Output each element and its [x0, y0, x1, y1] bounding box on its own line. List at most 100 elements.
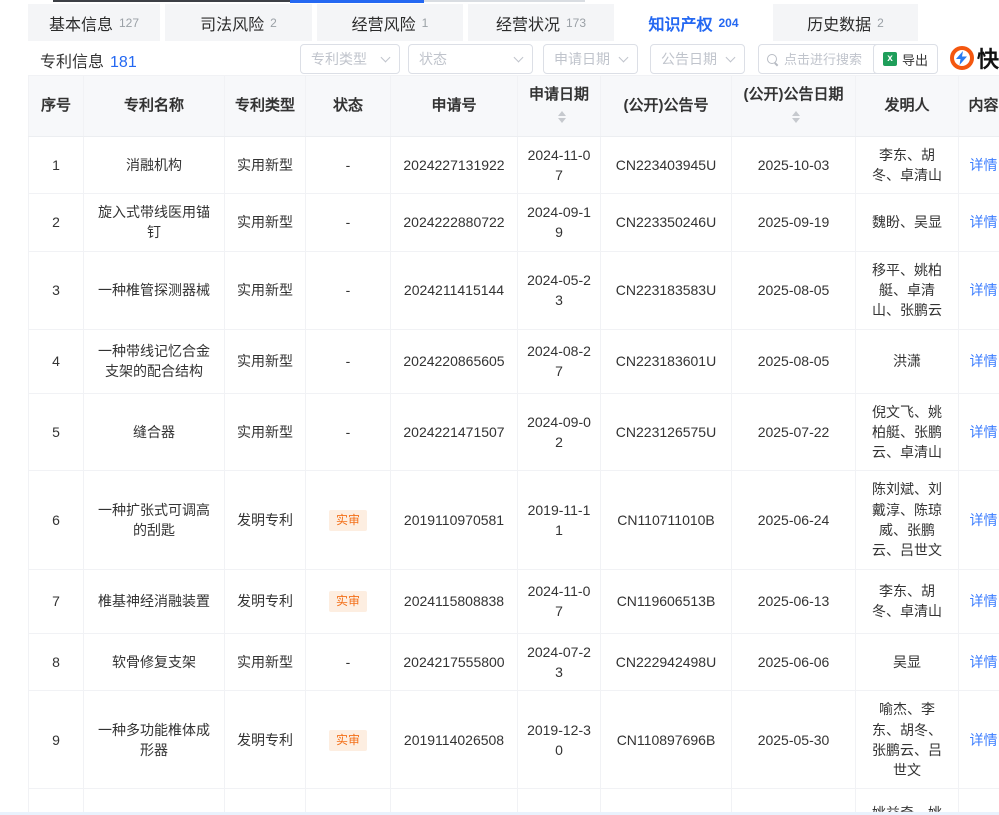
tab-operation-risk[interactable]: 经营风险 1	[317, 4, 463, 41]
cell-patent-type: 实用新型	[224, 392, 306, 472]
cell-application-number: 2019114026508	[390, 690, 518, 790]
filter-label: 申请日期	[554, 51, 610, 67]
detail-link[interactable]: 详情	[969, 731, 998, 748]
header-patent-name: 专利名称	[83, 75, 225, 137]
cell-status: -	[305, 193, 391, 252]
cell-status: -	[305, 392, 391, 472]
cell-publication-number: CN110711010B	[600, 470, 732, 570]
cell-patent-name: 椎基神经消融装置	[83, 568, 225, 634]
lightning-bolt-icon	[956, 51, 967, 65]
tab-basic-info[interactable]: 基本信息 127	[28, 4, 160, 41]
table-row: 8 软骨修复支架 实用新型 - 2024217555800 2024-07-23…	[28, 632, 999, 692]
export-button[interactable]: x 导出	[873, 44, 938, 74]
detail-link[interactable]: 详情	[969, 156, 998, 173]
cell-patent-type: 发明专利	[224, 470, 306, 570]
cell-action: 详情	[958, 328, 999, 394]
cell-status: -	[305, 328, 391, 394]
cell-status: -	[305, 135, 391, 195]
cell-application-number: 2019110970581	[390, 470, 518, 570]
cell-publication-date: 2025-07-22	[731, 392, 856, 472]
cell-action: 详情	[958, 568, 999, 634]
chevron-down-icon	[618, 52, 629, 63]
detail-link[interactable]: 详情	[969, 593, 998, 609]
cell-action: 详情	[958, 470, 999, 570]
cell-application-date: 2024-08-27	[517, 328, 601, 394]
cell-action: 详情	[958, 193, 999, 252]
table-row: 7 椎基神经消融装置 发明专利 实审 2024115808838 2024-11…	[28, 568, 999, 634]
cell-patent-type: 实用新型	[224, 632, 306, 692]
section-title: 专利信息 181	[40, 48, 137, 72]
table-row: 9 一种多功能椎体成形器 发明专利 实审 2019114026508 2019-…	[28, 690, 999, 790]
detail-link[interactable]: 详情	[969, 214, 998, 231]
tab-label: 经营状况	[495, 16, 560, 34]
cell-application-date: 2019-12-30	[517, 690, 601, 790]
patent-table-body: 1 消融机构 实用新型 - 2024227131922 2024-11-07 C…	[28, 135, 999, 815]
header-content: 内容	[958, 75, 999, 137]
tab-count: 1	[421, 15, 429, 30]
cell-application-number: 2024222880722	[390, 193, 518, 252]
sort-icon[interactable]	[557, 110, 566, 123]
header-publication-date-sortable[interactable]: (公开)公告日期	[731, 75, 856, 137]
table-row: 1 消融机构 实用新型 - 2024227131922 2024-11-07 C…	[28, 135, 999, 195]
cell-application-number: 2021109201006	[390, 788, 518, 815]
cell-publication-date: 2025-10-03	[731, 135, 856, 195]
cell-patent-name: 软骨修复支架	[83, 632, 225, 692]
cell-status: 实审	[305, 470, 391, 570]
filter-apply-date[interactable]: 申请日期	[543, 44, 638, 74]
tab-history-data[interactable]: 历史数据 2	[773, 4, 918, 41]
cell-application-date: 2024-09-19	[517, 193, 601, 252]
cell-action: 详情	[958, 788, 999, 815]
tab-count: 173	[565, 15, 587, 30]
cell-patent-name: 消融机构	[83, 135, 225, 195]
detail-link[interactable]: 详情	[969, 352, 998, 369]
cell-action: 详情	[958, 690, 999, 790]
tab-intellectual-property[interactable]: 知识产权 204	[619, 4, 768, 41]
tab-count: 2	[270, 15, 277, 30]
detail-link[interactable]: 详情	[969, 281, 998, 298]
cell-action: 详情	[958, 135, 999, 195]
cell-inventors: 姚益奇、姚柏艇、卓清山、张鹏云	[855, 788, 959, 815]
status-badge: -	[345, 653, 351, 670]
cell-index: 2	[28, 193, 84, 252]
cell-action: 详情	[958, 392, 999, 472]
sort-icon[interactable]	[792, 110, 800, 123]
cell-index: 9	[28, 690, 84, 790]
detail-link[interactable]: 详情	[969, 653, 998, 670]
cell-publication-number: CN223183601U	[600, 328, 732, 394]
detail-link[interactable]: 详情	[969, 511, 998, 528]
top-edge-line-2	[424, 0, 585, 2]
cell-inventors: 喻杰、李东、胡冬、张鹏云、吕世文	[855, 690, 959, 790]
cell-application-date: 2021-08-11	[517, 788, 601, 815]
cell-index: 7	[28, 568, 84, 634]
cell-action: 详情	[958, 632, 999, 692]
cell-application-date: 2024-07-23	[517, 632, 601, 692]
cell-application-date: 2024-11-07	[517, 135, 601, 195]
tab-operation-status[interactable]: 经营状况 173	[468, 4, 614, 41]
tab-label: 基本信息	[48, 16, 113, 34]
cell-inventors: 移平、姚柏艇、卓清山、张鹏云	[855, 250, 959, 330]
cell-index: 1	[28, 135, 84, 195]
detail-link[interactable]: 详情	[969, 423, 998, 440]
tab-label: 经营风险	[351, 16, 416, 34]
header-application-date-sortable[interactable]: 申请日期	[517, 75, 601, 137]
table-row: 2 旋入式带线医用锚钉 实用新型 - 2024222880722 2024-09…	[28, 193, 999, 252]
filter-patent-type[interactable]: 专利类型	[300, 44, 400, 74]
filter-publish-date[interactable]: 公告日期	[650, 44, 745, 74]
cell-status: 实审	[305, 568, 391, 634]
cell-index: 3	[28, 250, 84, 330]
cell-inventors: 陈刘斌、刘戴淳、陈琼威、张鹏云、吕世文	[855, 470, 959, 570]
cell-application-date: 2019-11-11	[517, 470, 601, 570]
cell-patent-type: 实用新型	[224, 135, 306, 195]
cell-status: 实审	[305, 690, 391, 790]
tab-judicial-risk[interactable]: 司法风险 2	[165, 4, 312, 41]
status-badge: 实审	[328, 730, 367, 751]
cell-publication-date: 2025-09-19	[731, 193, 856, 252]
cell-publication-date: 2025-05-30	[731, 690, 856, 790]
section-count: 181	[110, 54, 137, 71]
cell-publication-date: 2025-05-30	[731, 788, 856, 815]
filter-status[interactable]: 状态	[408, 44, 533, 74]
search-input[interactable]	[784, 51, 902, 67]
top-edge-active-indicator	[290, 0, 424, 3]
cell-application-number: 2024227131922	[390, 135, 518, 195]
cell-publication-number: CN223350246U	[600, 193, 732, 252]
